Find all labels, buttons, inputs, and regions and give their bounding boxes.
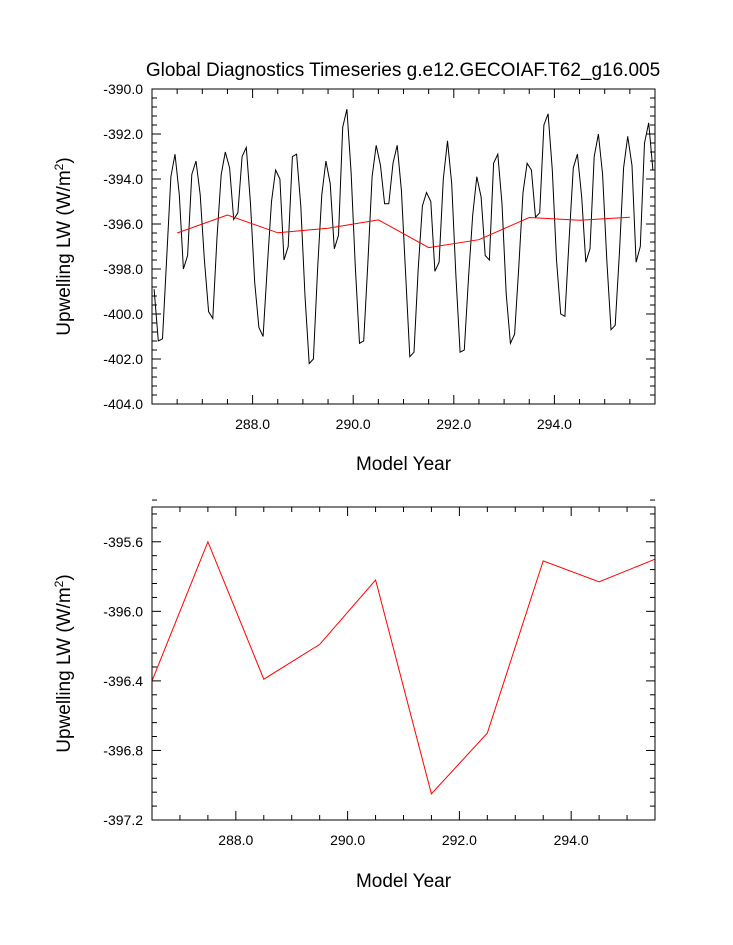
- x-tick-label: 294.0: [554, 832, 589, 848]
- y-tick-label: -400.0: [103, 306, 143, 322]
- tick-labels: 288.0 290.0 292.0 294.0 -390.0 -392.0 -394.0 -3…: [103, 81, 572, 432]
- plot-frame: [151, 506, 656, 821]
- y-tick-label: -396.0: [103, 216, 143, 232]
- x-tick-label: 290.0: [336, 416, 371, 432]
- y-tick-label: -396.4: [103, 673, 143, 689]
- y-axis-label: Upwelling LW (W/m2): [52, 574, 75, 752]
- tick-labels: 288.0 290.0 292.0 294.0 -395.6 -396.0 -396.4 -3…: [103, 534, 589, 848]
- x-tick-label: 288.0: [218, 832, 253, 848]
- annual-mean-line: [177, 214, 630, 249]
- y-tick-label: -395.6: [103, 534, 143, 550]
- plot-frame: [151, 88, 656, 405]
- x-tick-label: 288.0: [235, 416, 270, 432]
- x-tick-label: 292.0: [436, 416, 471, 432]
- y-tick-label: -398.0: [103, 261, 143, 277]
- y-tick-label: -397.2: [103, 812, 143, 828]
- x-tick-label: 290.0: [330, 832, 365, 848]
- x-axis-label: Model Year: [356, 871, 452, 892]
- timeseries-panel-top: Global Diagnostics Timeseries g.e12.GECO…: [52, 60, 660, 475]
- y-tick-label: -396.0: [103, 603, 143, 619]
- y-tick-label: -394.0: [103, 171, 143, 187]
- x-tick-label: 294.0: [537, 416, 572, 432]
- y-tick-label: -402.0: [103, 351, 143, 367]
- monthly-line: [153, 109, 654, 365]
- y-axis-label: Upwelling LW (W/m2): [52, 157, 75, 335]
- x-axis-label: Model Year: [356, 454, 452, 475]
- series-group: [151, 540, 656, 795]
- annual-mean-line: [151, 540, 656, 795]
- y-tick-label: -392.0: [103, 126, 143, 142]
- x-tick-label: 292.0: [442, 832, 477, 848]
- series-group: [153, 109, 654, 365]
- annual-mean-panel-bottom: 288.0 290.0 292.0 294.0 -395.6 -396.0 -396.4 -3…: [52, 499, 656, 892]
- axis-ticks: [151, 499, 656, 821]
- axis-ticks: [151, 88, 656, 405]
- y-tick-label: -396.8: [103, 742, 143, 758]
- y-tick-label: -404.0: [103, 396, 143, 412]
- chart-title: Global Diagnostics Timeseries g.e12.GECO…: [146, 60, 660, 81]
- y-tick-label: -390.0: [103, 81, 143, 97]
